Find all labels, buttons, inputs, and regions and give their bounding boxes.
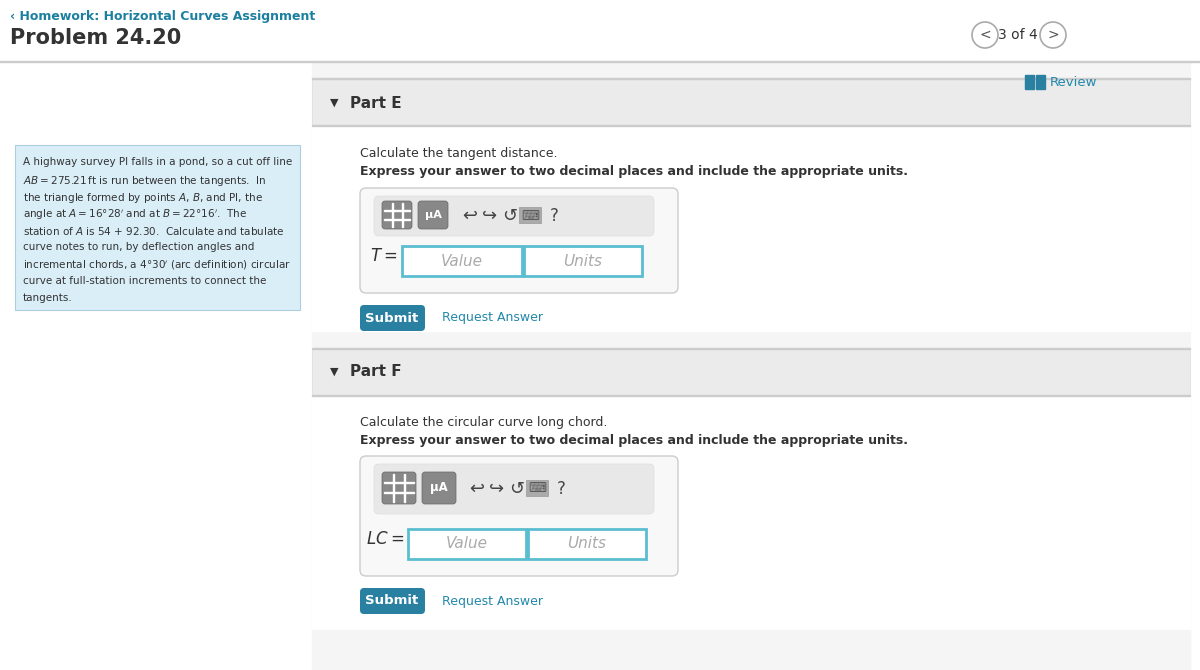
Text: ?: ? bbox=[550, 207, 558, 225]
Text: ↺: ↺ bbox=[503, 207, 517, 225]
Bar bbox=[312, 125, 1190, 126]
Bar bbox=[1036, 75, 1045, 89]
Text: Submit: Submit bbox=[365, 594, 419, 608]
Circle shape bbox=[972, 22, 998, 48]
Text: $LC =$: $LC =$ bbox=[366, 530, 404, 548]
Bar bbox=[312, 78, 1190, 126]
Text: Express your answer to two decimal places and include the appropriate units.: Express your answer to two decimal place… bbox=[360, 165, 908, 178]
Text: Express your answer to two decimal places and include the appropriate units.: Express your answer to two decimal place… bbox=[360, 434, 908, 447]
Text: Submit: Submit bbox=[365, 312, 419, 324]
Text: ↪: ↪ bbox=[482, 207, 498, 225]
Text: Calculate the tangent distance.: Calculate the tangent distance. bbox=[360, 147, 558, 160]
Text: ↩: ↩ bbox=[462, 207, 478, 225]
Text: tangents.: tangents. bbox=[23, 293, 73, 303]
FancyBboxPatch shape bbox=[382, 201, 412, 229]
Text: Problem 24.20: Problem 24.20 bbox=[10, 28, 181, 48]
Bar bbox=[384, 210, 410, 211]
Text: Request Answer: Request Answer bbox=[442, 594, 542, 608]
Circle shape bbox=[1040, 22, 1066, 48]
Bar bbox=[1025, 75, 1034, 89]
Text: 3 of 4: 3 of 4 bbox=[998, 28, 1038, 42]
Text: ↪: ↪ bbox=[490, 480, 504, 498]
Text: ↺: ↺ bbox=[510, 480, 524, 498]
FancyBboxPatch shape bbox=[382, 472, 416, 504]
Bar bbox=[402, 246, 522, 276]
Bar bbox=[408, 529, 526, 559]
Text: $AB = 275.21\,\mathrm{ft}$ is run between the tangents.  In: $AB = 275.21\,\mathrm{ft}$ is run betwee… bbox=[23, 174, 266, 188]
Bar bbox=[312, 348, 1190, 396]
Text: μA: μA bbox=[430, 482, 448, 494]
FancyBboxPatch shape bbox=[360, 456, 678, 576]
Text: Units: Units bbox=[564, 253, 602, 269]
Text: μA: μA bbox=[425, 210, 442, 220]
Text: Part F: Part F bbox=[350, 364, 402, 379]
Text: Value: Value bbox=[442, 253, 482, 269]
Text: <: < bbox=[979, 28, 991, 42]
FancyBboxPatch shape bbox=[418, 201, 448, 229]
Bar bbox=[524, 246, 642, 276]
Bar bbox=[520, 207, 541, 223]
Text: Value: Value bbox=[446, 537, 488, 551]
Text: ⌨: ⌨ bbox=[521, 210, 539, 222]
Bar bbox=[312, 395, 1190, 396]
Text: ?: ? bbox=[557, 480, 565, 498]
Text: ‹ Homework: Horizontal Curves Assignment: ‹ Homework: Horizontal Curves Assignment bbox=[10, 10, 316, 23]
Text: curve at full-station increments to connect the: curve at full-station increments to conn… bbox=[23, 276, 266, 286]
Bar bbox=[312, 348, 1190, 349]
FancyBboxPatch shape bbox=[374, 464, 654, 514]
FancyBboxPatch shape bbox=[360, 305, 425, 331]
Text: $T =$: $T =$ bbox=[370, 247, 397, 265]
Text: >: > bbox=[1048, 28, 1058, 42]
Text: ▼: ▼ bbox=[330, 98, 338, 108]
Bar bbox=[14, 145, 300, 310]
FancyBboxPatch shape bbox=[422, 472, 456, 504]
Text: Calculate the circular curve long chord.: Calculate the circular curve long chord. bbox=[360, 416, 607, 429]
FancyBboxPatch shape bbox=[360, 188, 678, 293]
FancyBboxPatch shape bbox=[374, 196, 654, 236]
Bar bbox=[312, 396, 1190, 666]
Bar bbox=[384, 219, 410, 220]
Text: ↩: ↩ bbox=[469, 480, 485, 498]
Bar bbox=[312, 78, 1190, 79]
Bar bbox=[312, 126, 1190, 331]
Text: angle at $A = 16°28'$ and at $B = 22°16'$.  The: angle at $A = 16°28'$ and at $B = 22°16'… bbox=[23, 208, 247, 222]
FancyBboxPatch shape bbox=[360, 588, 425, 614]
Bar bbox=[526, 480, 548, 496]
Bar bbox=[528, 529, 646, 559]
Bar bbox=[384, 482, 414, 483]
Text: Review: Review bbox=[1050, 76, 1098, 88]
Text: curve notes to run, by deflection angles and: curve notes to run, by deflection angles… bbox=[23, 242, 254, 252]
Text: Request Answer: Request Answer bbox=[442, 312, 542, 324]
Bar bbox=[0, 0, 1200, 62]
Text: A highway survey PI falls in a pond, so a cut off line: A highway survey PI falls in a pond, so … bbox=[23, 157, 293, 167]
Text: the triangle formed by points $A$, $B$, and PI, the: the triangle formed by points $A$, $B$, … bbox=[23, 191, 263, 205]
Bar bbox=[384, 492, 414, 493]
Bar bbox=[312, 630, 1190, 670]
Text: Units: Units bbox=[568, 537, 606, 551]
Text: station of $A$ is 54 + 92.30.  Calculate and tabulate: station of $A$ is 54 + 92.30. Calculate … bbox=[23, 225, 284, 237]
Bar bbox=[312, 62, 1190, 670]
Text: ▼: ▼ bbox=[330, 367, 338, 377]
Bar bbox=[0, 61, 1200, 62]
Text: incremental chords, a $4°30'$ (arc definition) circular: incremental chords, a $4°30'$ (arc defin… bbox=[23, 259, 290, 273]
Text: ⌨: ⌨ bbox=[528, 482, 546, 496]
Text: Part E: Part E bbox=[350, 96, 402, 111]
